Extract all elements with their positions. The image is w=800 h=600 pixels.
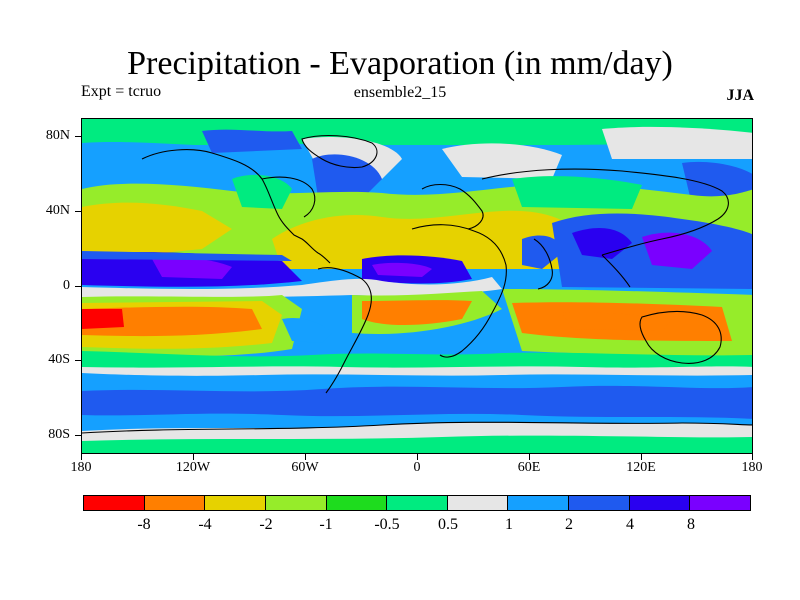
ensemble-label: ensemble2_15 xyxy=(353,84,447,101)
experiment-label: Expt = tcruo xyxy=(81,83,162,100)
legend-box xyxy=(447,496,509,510)
legend-label: 8 xyxy=(687,516,695,533)
legend-label: -8 xyxy=(137,516,151,533)
legend-box xyxy=(629,496,691,510)
legend-box xyxy=(144,496,206,510)
legend-box xyxy=(326,496,388,510)
lat-label-80n: 80N xyxy=(45,128,70,143)
precipitation-field xyxy=(82,119,752,453)
color-legend xyxy=(83,495,751,511)
legend-box xyxy=(387,496,448,510)
lat-label-0: 0 xyxy=(63,278,70,293)
lon-label-180-right: 180 xyxy=(741,460,763,475)
map-plot-area xyxy=(81,118,753,454)
lon-label-120e: 120E xyxy=(626,460,656,475)
map-title: Precipitation - Evaporation (in mm/day) xyxy=(127,45,673,82)
legend-box xyxy=(84,496,145,510)
season-label: JJA xyxy=(726,87,754,104)
legend-label: 1 xyxy=(505,516,513,533)
legend-label: 4 xyxy=(626,516,634,533)
lon-label-120w: 120W xyxy=(175,460,211,475)
legend-box xyxy=(569,496,630,510)
legend-label: -1 xyxy=(319,516,333,533)
lon-label-60w: 60W xyxy=(291,460,319,475)
legend-box xyxy=(265,496,327,510)
legend-box xyxy=(508,496,570,510)
lon-label-0: 0 xyxy=(413,460,421,475)
legend-box xyxy=(690,496,751,510)
legend-label: 0.5 xyxy=(438,516,458,533)
legend-label: -0.5 xyxy=(374,516,400,533)
lat-label-40s: 40S xyxy=(48,352,70,367)
lon-label-180-left: 180 xyxy=(70,460,92,475)
lon-label-60e: 60E xyxy=(517,460,541,475)
legend-box xyxy=(205,496,266,510)
legend-label: -2 xyxy=(259,516,273,533)
legend-label: 2 xyxy=(565,516,573,533)
lat-label-80s: 80S xyxy=(48,427,70,442)
coastlines xyxy=(82,135,752,434)
lat-label-40n: 40N xyxy=(45,203,70,218)
legend-label: -4 xyxy=(198,516,212,533)
